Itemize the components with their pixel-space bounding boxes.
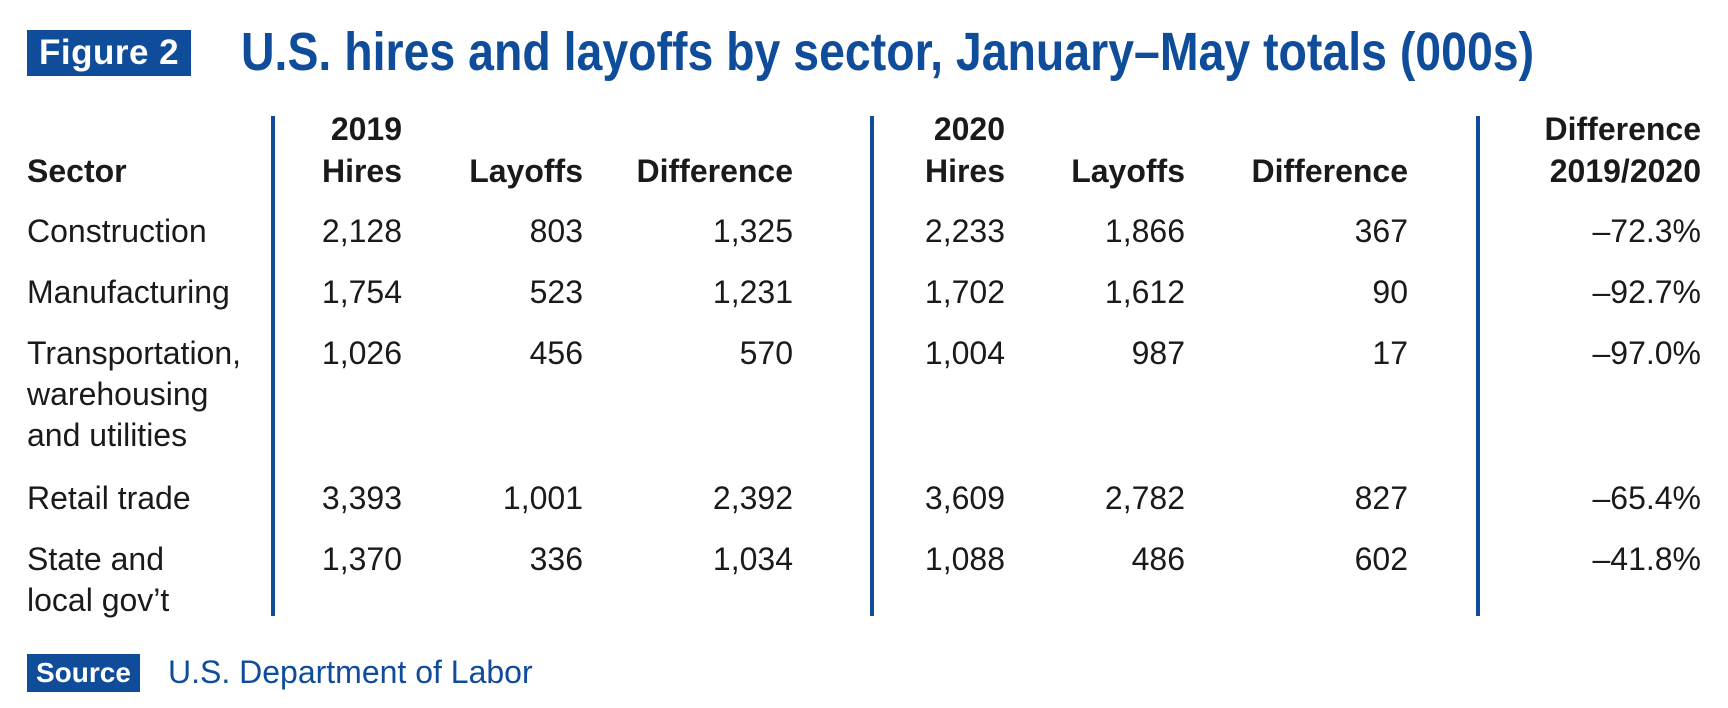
header-hires-2020: Hires [924, 153, 1005, 189]
header-year-2020: 2020 [933, 111, 1005, 147]
divider-2020 [870, 116, 874, 616]
cell-diff-2020: 827 [1354, 480, 1408, 516]
header-layoffs-2019: Layoffs [469, 153, 583, 189]
cell-hires-2020: 1,702 [924, 274, 1005, 310]
header-hires-2019: Hires [321, 153, 402, 189]
cell-diff-2019: 1,034 [712, 541, 793, 577]
cell-diff-2019: 1,325 [712, 213, 793, 249]
cell-layoffs-2020: 1,866 [1104, 213, 1185, 249]
cell-diff-pct: –41.8% [1592, 541, 1701, 577]
cell-layoffs-2020: 987 [1131, 335, 1185, 371]
cell-layoffs-2019: 1,001 [502, 480, 583, 516]
figure-title: U.S. hires and layoffs by sector, Januar… [241, 22, 1535, 82]
cell-diff-pct: –72.3% [1592, 213, 1701, 249]
cell-hires-2019: 1,026 [321, 335, 402, 371]
header-sector: Sector [27, 153, 127, 189]
cell-layoffs-2020: 2,782 [1104, 480, 1185, 516]
header-difference-2019: Difference [636, 153, 794, 189]
cell-hires-2019: 1,370 [321, 541, 402, 577]
cell-hires-2020: 2,233 [924, 213, 1005, 249]
cell-hires-2019: 3,393 [321, 480, 402, 516]
divider-difference [1476, 116, 1480, 616]
cell-diff-2020: 602 [1354, 541, 1408, 577]
title-row: Figure 2 U.S. hires and layoffs by secto… [27, 20, 1728, 82]
header-layoffs-2020: Layoffs [1071, 153, 1185, 189]
cell-layoffs-2019: 456 [529, 335, 583, 371]
cell-diff-2020: 90 [1372, 274, 1408, 310]
source-text: U.S. Department of Labor [168, 654, 533, 690]
header-difference-pct-line1: Difference [1544, 111, 1702, 147]
cell-layoffs-2020: 486 [1131, 541, 1185, 577]
cell-diff-2019: 570 [739, 335, 793, 371]
sector-name: local gov’t [27, 582, 170, 618]
cell-diff-pct: –97.0% [1592, 335, 1701, 371]
cell-hires-2019: 1,754 [321, 274, 402, 310]
cell-diff-pct: –92.7% [1592, 274, 1701, 310]
sector-name: Retail trade [27, 480, 191, 516]
sector-name: Manufacturing [27, 274, 230, 310]
cell-layoffs-2020: 1,612 [1104, 274, 1185, 310]
header-difference-2020: Difference [1251, 153, 1409, 189]
header-year-2019: 2019 [330, 111, 402, 147]
sector-name: Transportation, [27, 335, 242, 371]
cell-layoffs-2019: 523 [529, 274, 583, 310]
cell-hires-2020: 1,088 [924, 541, 1005, 577]
cell-layoffs-2019: 803 [529, 213, 583, 249]
sector-name: Construction [27, 213, 207, 249]
cell-diff-2020: 367 [1354, 213, 1408, 249]
cell-diff-2020: 17 [1372, 335, 1408, 371]
cell-layoffs-2019: 336 [529, 541, 583, 577]
source-badge: Source [27, 654, 140, 692]
cell-hires-2020: 3,609 [924, 480, 1005, 516]
cell-hires-2020: 1,004 [924, 335, 1005, 371]
cell-hires-2019: 2,128 [321, 213, 402, 249]
sector-name: and utilities [27, 417, 188, 453]
header-difference-pct-line2: 2019/2020 [1549, 153, 1701, 189]
cell-diff-2019: 1,231 [712, 274, 793, 310]
divider-2019 [271, 116, 275, 616]
cell-diff-pct: –65.4% [1592, 480, 1701, 516]
figure-badge: Figure 2 [27, 30, 192, 76]
cell-diff-2019: 2,392 [712, 480, 793, 516]
sector-name: warehousing [27, 376, 209, 412]
sector-name: State and [27, 541, 164, 577]
